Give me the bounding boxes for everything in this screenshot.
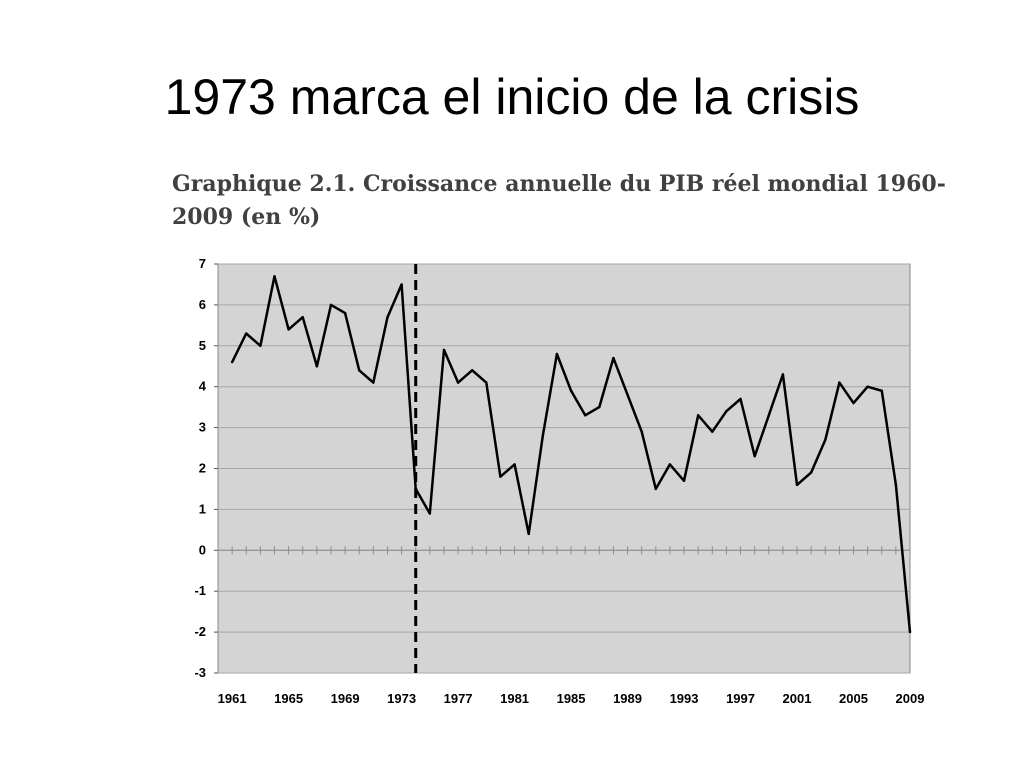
data-point — [781, 373, 785, 376]
data-point — [880, 389, 883, 392]
data-point — [824, 438, 827, 442]
data-point — [315, 365, 319, 368]
data-point — [894, 483, 898, 487]
data-point — [527, 532, 530, 536]
chart-title: Graphique 2.1. Croissance annuelle du PI… — [172, 171, 946, 230]
data-point — [541, 434, 545, 437]
data-point — [908, 630, 912, 634]
data-point — [301, 315, 304, 319]
data-point — [329, 303, 333, 307]
data-point — [259, 344, 262, 347]
data-point — [795, 483, 799, 487]
data-point — [569, 389, 573, 392]
y-tick-label: -1 — [194, 583, 206, 598]
x-tick-label: 1961 — [218, 691, 247, 706]
slide-title: 1973 marca el inicio de la crisis — [164, 69, 860, 125]
data-point — [640, 430, 643, 433]
data-point — [753, 455, 756, 458]
data-point — [711, 430, 714, 433]
data-point — [739, 397, 742, 401]
data-point — [852, 401, 855, 405]
data-point — [626, 393, 629, 397]
x-tick-label: 1965 — [274, 691, 303, 706]
x-tick-label: 1993 — [670, 691, 699, 706]
data-point — [598, 405, 601, 409]
data-point — [456, 381, 460, 384]
x-tick-label: 2009 — [896, 691, 925, 706]
x-tick-label: 1985 — [557, 691, 586, 706]
x-tick-label: 1989 — [613, 691, 642, 706]
data-point — [245, 332, 248, 335]
y-tick-label: 7 — [199, 256, 206, 271]
data-point — [725, 410, 728, 413]
data-point — [682, 479, 686, 482]
y-tick-label: 3 — [199, 420, 206, 435]
y-tick-label: -2 — [194, 624, 206, 639]
data-point — [386, 315, 389, 319]
x-tick-label: 1973 — [387, 691, 416, 706]
x-tick-label: 1969 — [331, 691, 360, 706]
x-tick-label: 1977 — [444, 691, 473, 706]
y-tick-label: 0 — [199, 542, 206, 557]
data-point — [809, 471, 813, 474]
data-point — [428, 512, 432, 515]
data-point — [767, 414, 770, 417]
data-point — [838, 381, 841, 384]
data-point — [442, 348, 446, 352]
data-point — [230, 360, 234, 364]
y-tick-label: 2 — [199, 461, 206, 476]
y-tick-label: -3 — [194, 665, 206, 680]
data-point — [555, 352, 559, 356]
data-point — [414, 487, 417, 491]
x-tick-label: 2001 — [783, 691, 812, 706]
data-point — [343, 311, 347, 315]
data-point — [668, 463, 672, 466]
data-point — [400, 283, 403, 286]
data-point — [273, 275, 276, 278]
y-tick-label: 6 — [199, 297, 206, 312]
x-tick-label: 2005 — [839, 691, 868, 706]
data-point — [612, 356, 615, 360]
data-point — [513, 463, 516, 466]
data-point — [471, 369, 474, 372]
data-point — [654, 487, 657, 491]
y-tick-label: 4 — [199, 379, 207, 394]
data-point — [696, 414, 700, 417]
data-point — [583, 414, 587, 417]
y-tick-label: 1 — [199, 501, 206, 516]
x-tick-label: 1981 — [500, 691, 529, 706]
data-point — [866, 385, 869, 388]
x-tick-label: 1997 — [726, 691, 755, 706]
data-point — [485, 381, 488, 384]
data-point — [372, 381, 375, 384]
data-point — [358, 369, 361, 372]
data-point — [287, 328, 290, 331]
data-point — [499, 475, 502, 478]
y-tick-label: 5 — [199, 338, 206, 353]
